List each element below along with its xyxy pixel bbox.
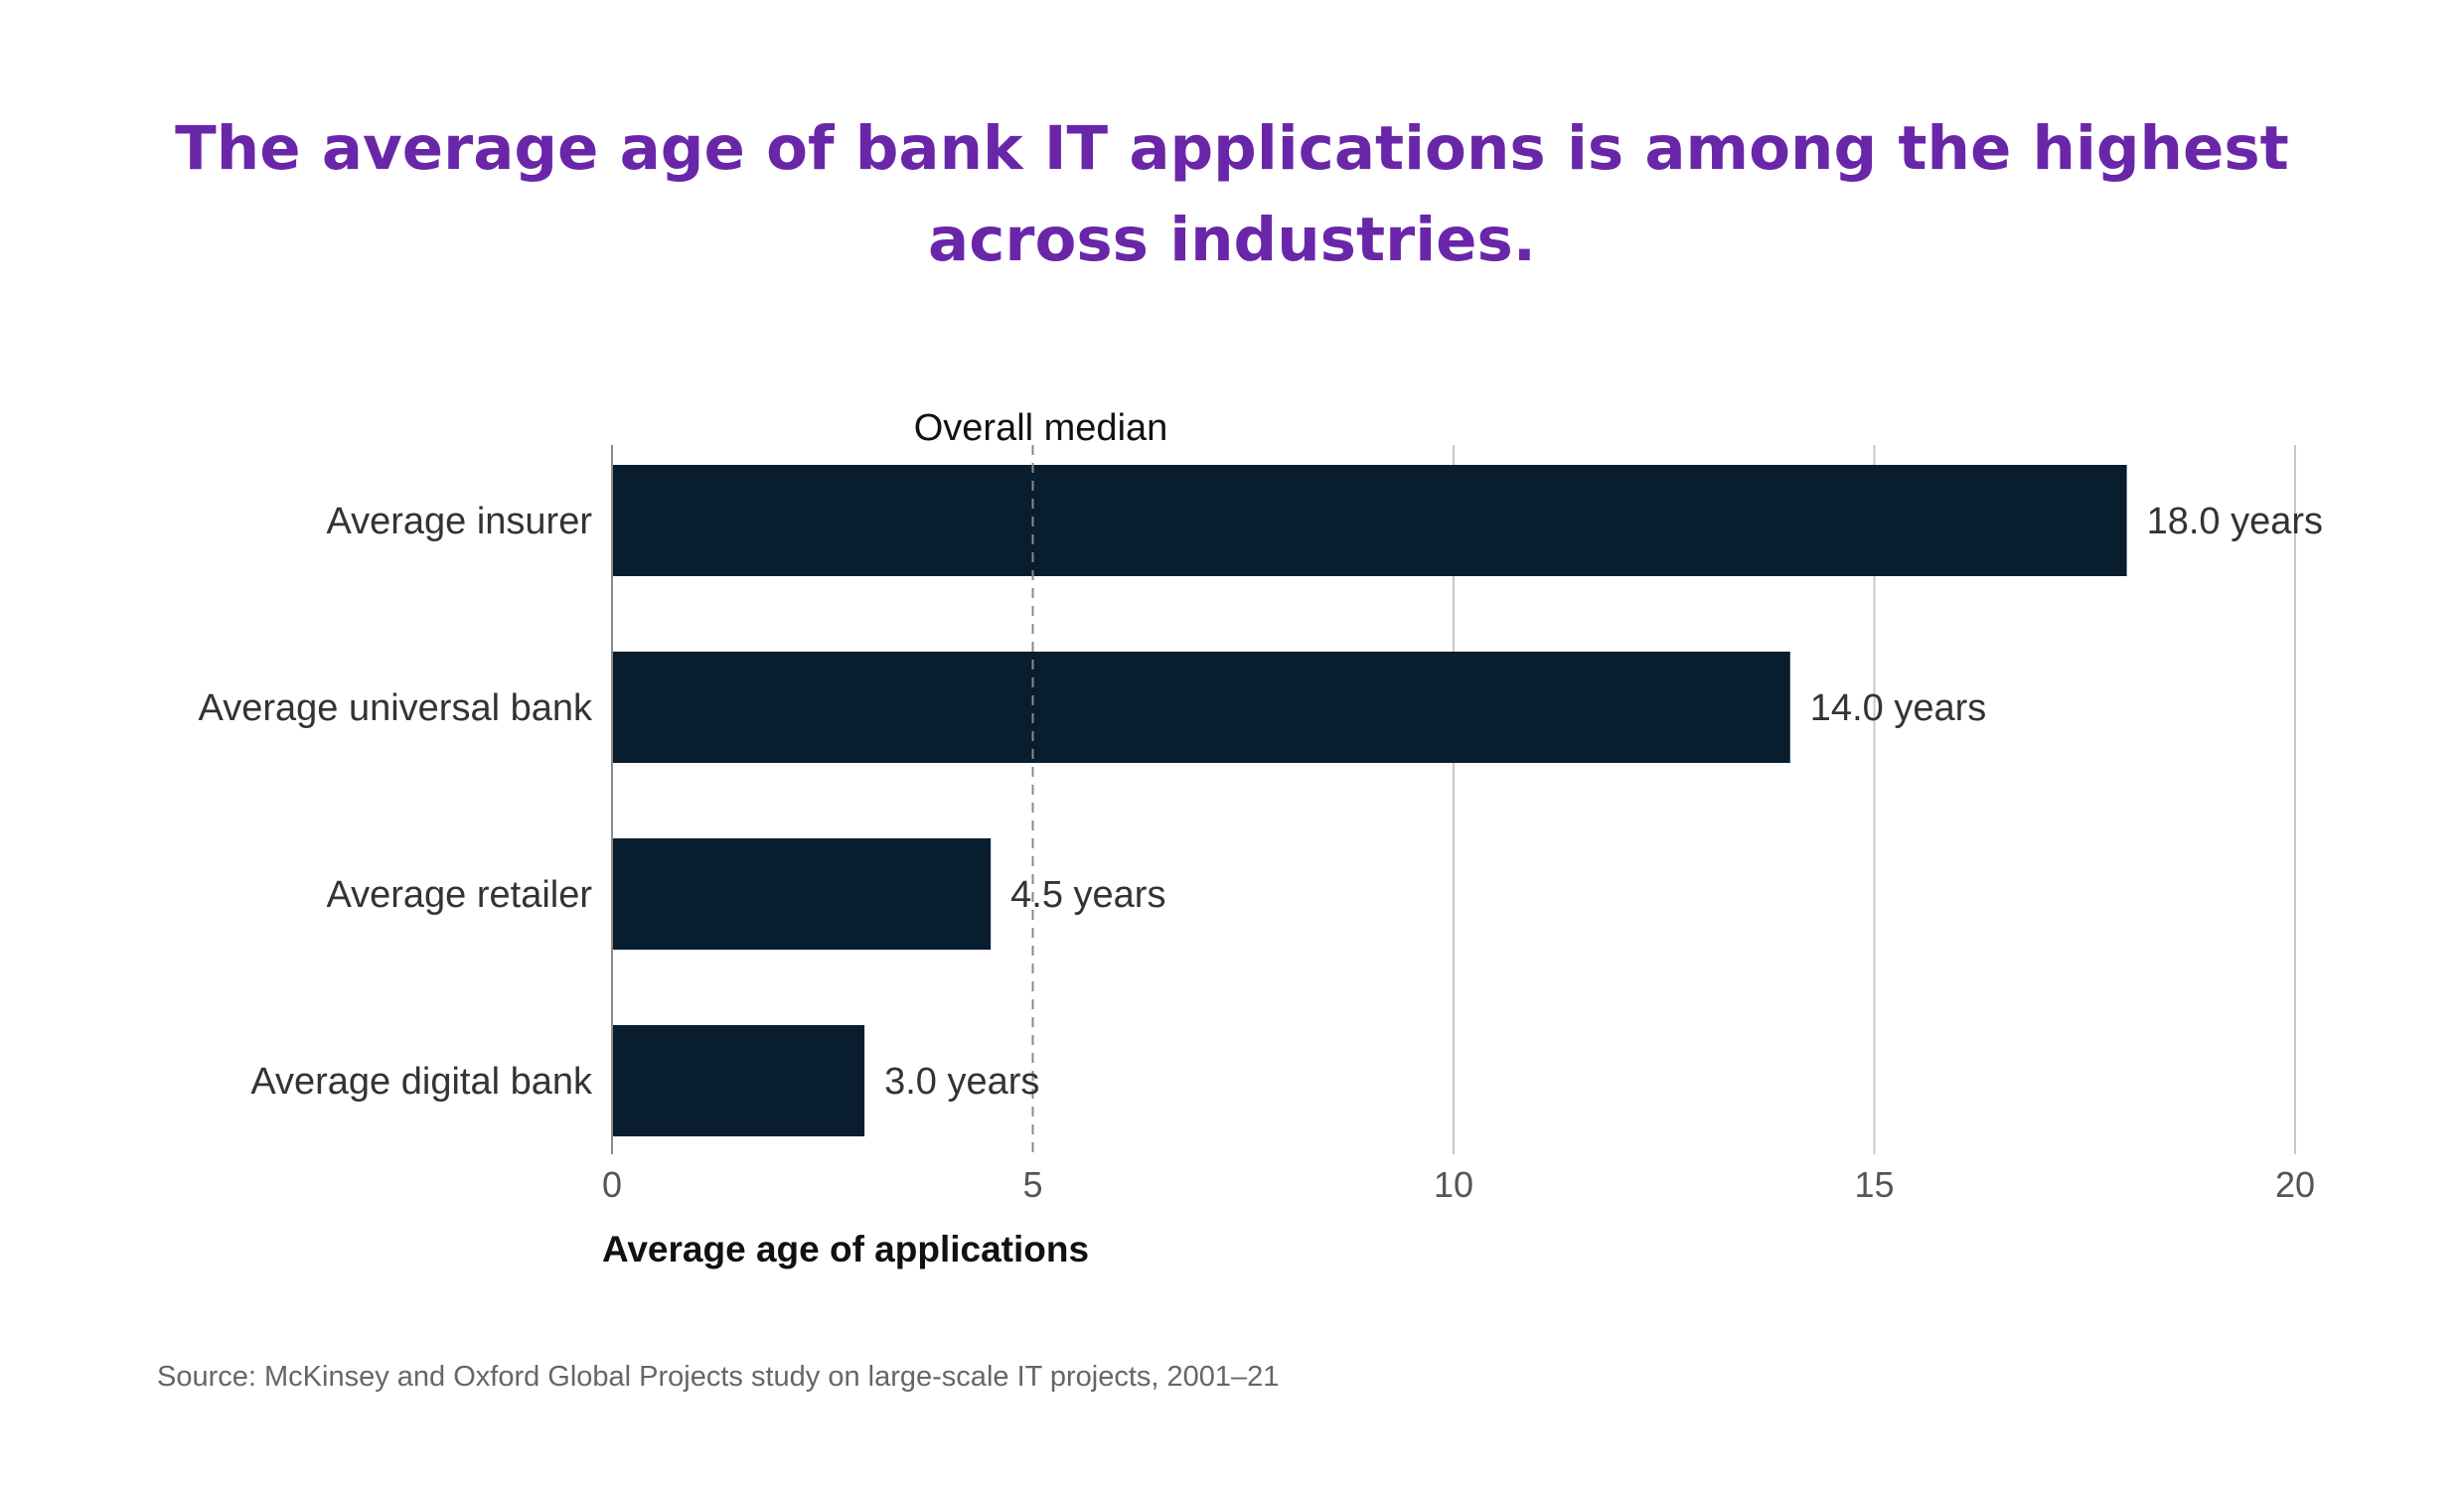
bar [612, 465, 2127, 576]
chart-title-line-1: The average age of bank IT applications … [175, 113, 2289, 184]
x-tick-labels: 0 5 10 15 20 [602, 1164, 2315, 1205]
category-label: Average universal bank [199, 687, 593, 729]
value-label: 18.0 years [2147, 501, 2323, 542]
x-tick-label: 10 [1434, 1164, 1473, 1205]
chart-title-line-2: across industries. [928, 205, 1536, 275]
category-label: Average digital bank [250, 1061, 593, 1103]
bar [612, 652, 1790, 763]
median-label: Overall median [914, 407, 1168, 449]
x-tick-label: 0 [602, 1164, 622, 1205]
bar [612, 838, 992, 950]
x-axis-title: Average age of applications [602, 1229, 1089, 1269]
chart-title: The average age of bank IT applications … [0, 103, 2464, 286]
bars [612, 465, 2127, 1136]
x-tick-label: 5 [1022, 1164, 1042, 1205]
value-label: 14.0 years [1810, 687, 1986, 729]
value-label: 3.0 years [884, 1061, 1039, 1103]
category-label: Average retailer [326, 874, 592, 916]
bar [612, 1025, 865, 1136]
category-label: Average insurer [326, 501, 592, 542]
source-note: Source: McKinsey and Oxford Global Proje… [157, 1361, 1280, 1393]
category-labels: Average insurer Average universal bank Ave… [199, 501, 593, 1103]
value-label: 4.5 years [1010, 874, 1165, 916]
x-tick-label: 15 [1854, 1164, 1894, 1205]
median-reference: Overall median [914, 407, 1168, 1154]
x-tick-label: 20 [2275, 1164, 2315, 1205]
value-labels: 18.0 years 14.0 years 4.5 years 3.0 years [884, 501, 2323, 1103]
